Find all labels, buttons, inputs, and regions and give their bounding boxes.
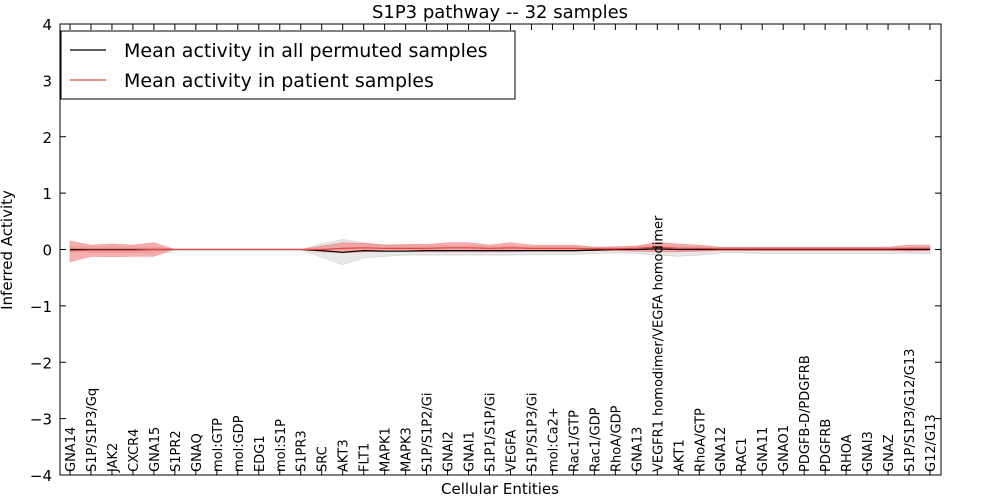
y-tick-label: 3 [42,72,52,90]
y-tick-label: −1 [30,298,52,316]
x-tick-label: GNAZ [882,434,897,472]
x-tick-label: GNAQ [190,433,205,472]
x-tick-label: G12/G13 [924,414,939,472]
x-tick-label: AKT3 [337,439,352,472]
x-tick-label: EDG1 [253,435,268,472]
x-tick-label: AKT1 [672,439,687,472]
x-tick-label: GNA12 [714,427,729,472]
x-tick-label: GNAO1 [777,425,792,472]
x-tick-label: GNAI1 [463,431,478,472]
series-lines [69,246,930,253]
x-tick-label: PDGFB-D/PDGFRB [798,355,813,472]
x-tick-label: mol:GTP [211,418,226,472]
x-tick-label: S1P/S1P2/Gi [421,393,436,472]
chart-title: S1P3 pathway -- 32 samples [372,2,628,23]
y-tick-label: 4 [42,16,52,34]
x-tick-label: mol:Ca2+ [546,407,561,472]
x-tick-label: mol:S1P [274,419,289,472]
x-tick-label: VEGFA [504,430,519,472]
legend-label-permuted: Mean activity in all permuted samples [124,40,487,62]
x-tick-label: PDGFRB [819,419,834,472]
x-tick-label: Rac1/GDP [588,407,603,472]
x-tick-label: GNAI3 [861,431,876,472]
x-axis-label: Cellular Entities [441,480,559,498]
y-tick-label: −2 [30,354,52,372]
x-tick-label: S1P/S1P3/Gi [525,393,540,472]
x-tick-label: S1P1/S1P/Gi [484,393,499,472]
x-tick-label: VEGFR1 homodimer/VEGFA homodimer [651,215,666,472]
x-tick-label: JAK2 [106,443,121,473]
legend-label-patient: Mean activity in patient samples [124,70,434,92]
x-tick-label: RHOA [840,434,855,472]
x-tick-label: S1PR3 [295,430,310,472]
legend: Mean activity in all permuted samples Me… [60,30,516,100]
x-tick-label: MAPK3 [400,427,415,472]
x-tick-label: S1P/S1P3/Gq [85,388,100,472]
line-patient [69,246,930,252]
x-tick-label: FLT1 [358,443,373,472]
legend-box [60,30,516,100]
x-tick-label: Rac1/GTP [567,410,582,472]
x-tick-label: S1P/S1P3/G12/G13 [903,349,918,472]
x-tick-label: SRC [316,446,331,472]
y-tick-label: 0 [42,242,52,260]
x-tick-label: GNA11 [756,427,771,472]
y-tick-label: 1 [42,185,52,203]
y-tick-label: −4 [30,467,52,485]
x-tick-label: mol:GDP [232,415,247,472]
y-tick-label: −3 [30,411,52,429]
y-axis-label: Inferred Activity [0,190,16,310]
x-tick-label: GNA14 [64,427,79,472]
x-tick-label: RAC1 [735,437,750,472]
x-tick-label: GNA13 [630,427,645,472]
x-tick-label: RhoA/GTP [693,408,708,472]
x-tick-label: S1PR2 [169,430,184,472]
x-axis: GNA14 S1P/S1P3/Gq JAK2 CXCR4 GNA15 S1PR2 GNAQ m… [64,24,939,475]
x-tick-label: MAPK1 [379,427,394,472]
x-tick-label: RhoA/GDP [609,405,624,472]
x-tick-label: GNA15 [148,427,163,472]
y-tick-label: 2 [42,129,52,147]
x-tick-label: GNAI2 [442,431,457,472]
y-axis: 4 3 2 1 0 −1 −2 −3 −4 [30,16,941,485]
x-tick-label: CXCR4 [127,429,142,472]
